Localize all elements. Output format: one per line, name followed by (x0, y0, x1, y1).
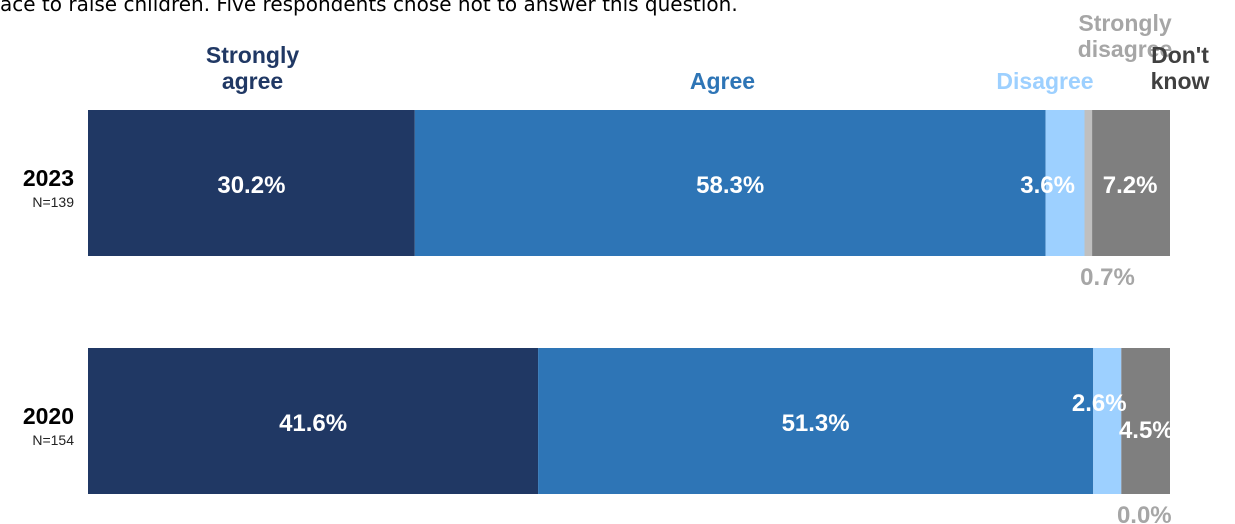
data-label-2023-2: 3.6% (1020, 172, 1075, 199)
data-label-2023-3: 0.7% (1080, 264, 1135, 291)
row-note-2023: N=139 (32, 194, 74, 210)
bar-segment-2023-strongly-disagree (1084, 110, 1093, 256)
row-note-2020: N=154 (32, 432, 74, 448)
intro-text: ace to raise children. Five respondents … (0, 0, 738, 16)
data-label-2020-2: 2.6% (1072, 390, 1127, 417)
data-label-2020-0: 41.6% (279, 410, 347, 437)
row-label-2023: 2023 (22, 165, 74, 191)
legend-dont-know: Don't know (1150, 42, 1210, 94)
data-label-2020-4: 4.5% (1119, 417, 1174, 444)
bar-segment-2023-strongly-agree (88, 110, 415, 256)
bar-segment-2020-agree (538, 348, 1094, 494)
data-label-2020-3: 0.0% (1117, 502, 1172, 524)
data-label-2023-4: 7.2% (1103, 172, 1158, 199)
bar-segment-2020-disagree (1093, 348, 1122, 494)
legend-agree: Agree (689, 68, 756, 94)
bar-segment-2020-don-t-know (1121, 348, 1170, 494)
legend-disagree: Disagree (996, 68, 1094, 94)
row-label-2020: 2020 (22, 403, 74, 429)
data-label-2023-0: 30.2% (217, 172, 285, 199)
bar-segment-2020-strongly-agree (88, 348, 539, 494)
bar-segment-2023-disagree (1045, 110, 1085, 256)
legend-strongly-agree: Strongly agree (205, 42, 300, 94)
data-label-2020-1: 51.3% (782, 410, 850, 437)
data-label-2023-1: 58.3% (696, 172, 764, 199)
bar-segment-2023-agree (414, 110, 1046, 256)
bar-segment-2023-don-t-know (1092, 110, 1170, 256)
legend-strongly-disagree: Strongly disagree (1077, 10, 1173, 62)
